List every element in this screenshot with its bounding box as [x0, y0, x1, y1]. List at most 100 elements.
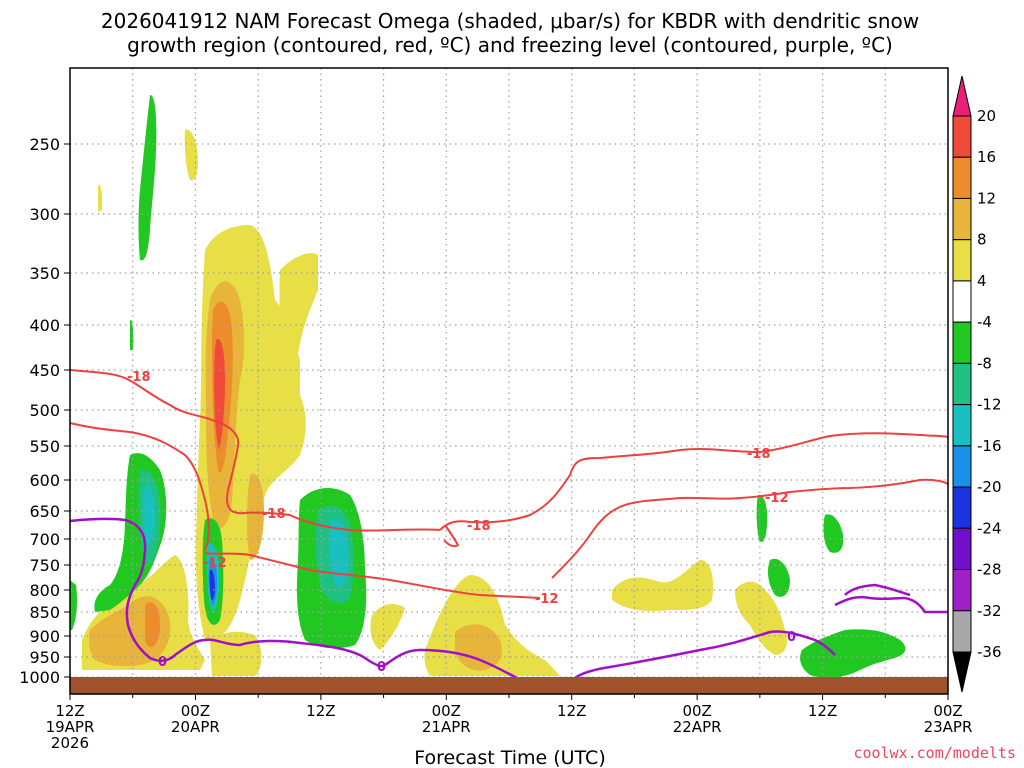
- snow-growth-contours: [69, 369, 949, 599]
- omega-positive-region: [98, 184, 103, 212]
- snow-growth-contour-line: [439, 432, 949, 531]
- colorbar-label: -36: [977, 643, 1002, 661]
- colorbar-swatch: [952, 445, 972, 488]
- omega-negative-region: [70, 580, 77, 630]
- colorbar-swatch: [952, 404, 972, 447]
- y-tick-label: 700: [29, 530, 60, 549]
- omega-positive-region: [184, 129, 198, 181]
- freezing-contour-line: [844, 583, 911, 597]
- contour-labels: -18 -18 -18 -18 -12 -12 -12 0 0 0: [127, 370, 796, 675]
- chart-title-line-2: growth region (contoured, red, ºC) and f…: [127, 33, 893, 57]
- colorbar-label: -12: [977, 396, 1002, 414]
- snow-growth-contour-line: [443, 524, 460, 548]
- x-tick-label: 20APR: [171, 718, 220, 736]
- x-tick-label: 12Z: [808, 702, 837, 720]
- x-tick-label: 00Z: [933, 702, 962, 720]
- omega-negative-region: [823, 514, 844, 553]
- snow-growth-contour-line: [69, 369, 441, 532]
- x-tick-label: 21APR: [422, 718, 471, 736]
- x-axis-label: Forecast Time (UTC): [414, 747, 605, 768]
- x-tick-label: 2026: [51, 734, 89, 752]
- omega-positive-region: [279, 253, 318, 380]
- freezing-contour-line: [69, 517, 531, 686]
- y-tick-label: 550: [29, 437, 60, 456]
- omega-positive-region: [735, 581, 787, 655]
- x-tick-label: 00Z: [682, 702, 711, 720]
- snow-growth-contour-line: [204, 552, 541, 599]
- colorbar-label: -24: [977, 519, 1002, 537]
- credit-text: coolwx.com/modelts: [853, 744, 1016, 762]
- y-tick-label: 1000: [19, 668, 60, 687]
- x-tick-label: 12Z: [306, 702, 335, 720]
- x-tick-label: 19APR: [46, 718, 95, 736]
- contour-label-snow: -18: [127, 370, 151, 385]
- colorbar-label: 12: [977, 189, 996, 207]
- colorbar-label: -8: [977, 354, 992, 372]
- omega-negative-region: [138, 95, 157, 261]
- colorbar-label: 4: [977, 272, 987, 290]
- y-tick-label: 600: [29, 471, 60, 490]
- ground-band: [70, 677, 948, 694]
- omega-negative-region: [800, 629, 906, 678]
- y-tick-label: 650: [29, 502, 60, 521]
- omega-positive-strong: [145, 602, 160, 648]
- snow-growth-contour-line: [69, 422, 210, 551]
- x-tick-label: 00Z: [181, 702, 210, 720]
- freezing-contour-line: [568, 630, 836, 684]
- colorbar-swatch: [952, 197, 972, 241]
- x-tick-label: 00Z: [432, 702, 461, 720]
- contour-label-snow: -12: [765, 491, 789, 506]
- contour-label-snow: -12: [203, 556, 227, 571]
- omega-positive-region: [612, 560, 714, 611]
- colorbar-swatch: [952, 362, 972, 406]
- omega-negative-strong: [143, 484, 155, 545]
- colorbar-label: -28: [977, 561, 1002, 579]
- y-tick-label: 850: [29, 603, 60, 622]
- colorbar-label: 16: [977, 148, 996, 166]
- colorbar-label: -32: [977, 602, 1002, 620]
- y-tick-label: 400: [29, 316, 60, 335]
- chart-title-line-1: 2026041912 NAM Forecast Omega (shaded, μ…: [101, 9, 919, 33]
- y-tick-label: 950: [29, 648, 60, 667]
- colorbar-label: -16: [977, 437, 1002, 455]
- x-tick-label: 23APR: [924, 718, 973, 736]
- y-tick-label: 250: [29, 135, 60, 154]
- colorbar-swatch: [952, 280, 972, 323]
- x-tick-label: 22APR: [673, 718, 722, 736]
- colorbar-swatch: [952, 486, 972, 529]
- contour-label-freezing: 0: [158, 655, 167, 670]
- omega-positive-core: [247, 474, 264, 560]
- colorbar-swatch: [952, 239, 972, 282]
- colorbar-min-triangle: [952, 651, 972, 693]
- y-axis: 250 300 350 400 450 500 550 600 650 700 750 800 850 9…: [19, 135, 70, 687]
- colorbar-swatch: [952, 321, 972, 364]
- x-tick-label: 12Z: [557, 702, 586, 720]
- contour-label-snow: -18: [262, 507, 286, 522]
- colorbar-label: 8: [977, 231, 987, 249]
- omega-positive-region: [370, 604, 405, 650]
- contour-label-snow: -12: [535, 592, 559, 607]
- colorbar-label: 20: [977, 107, 996, 125]
- omega-negative-region: [767, 558, 790, 597]
- y-tick-label: 450: [29, 361, 60, 380]
- colorbar-swatch: [952, 527, 972, 571]
- y-tick-label: 800: [29, 581, 60, 600]
- omega-negative-max: [209, 569, 215, 600]
- colorbar-swatch: [952, 156, 972, 199]
- colorbar-swatch: [952, 569, 972, 612]
- omega-shading: [70, 95, 906, 678]
- y-tick-label: 750: [29, 556, 60, 575]
- contour-label-freezing: 0: [377, 660, 386, 675]
- y-tick-label: 350: [29, 264, 60, 283]
- y-tick-label: 300: [29, 205, 60, 224]
- colorbar-label: -4: [977, 313, 992, 331]
- colorbar-swatch: [952, 610, 972, 653]
- contour-label-freezing: 0: [787, 630, 796, 645]
- colorbar-max-triangle: [952, 75, 972, 117]
- colorbar: 20 16 12 8 4 -4 -8 -12 -16 -20 -24 -28 -32 -36: [952, 75, 1002, 693]
- contour-label-snow: -18: [467, 519, 491, 534]
- freezing-contour-line: [834, 595, 948, 614]
- omega-positive-region: [210, 631, 262, 676]
